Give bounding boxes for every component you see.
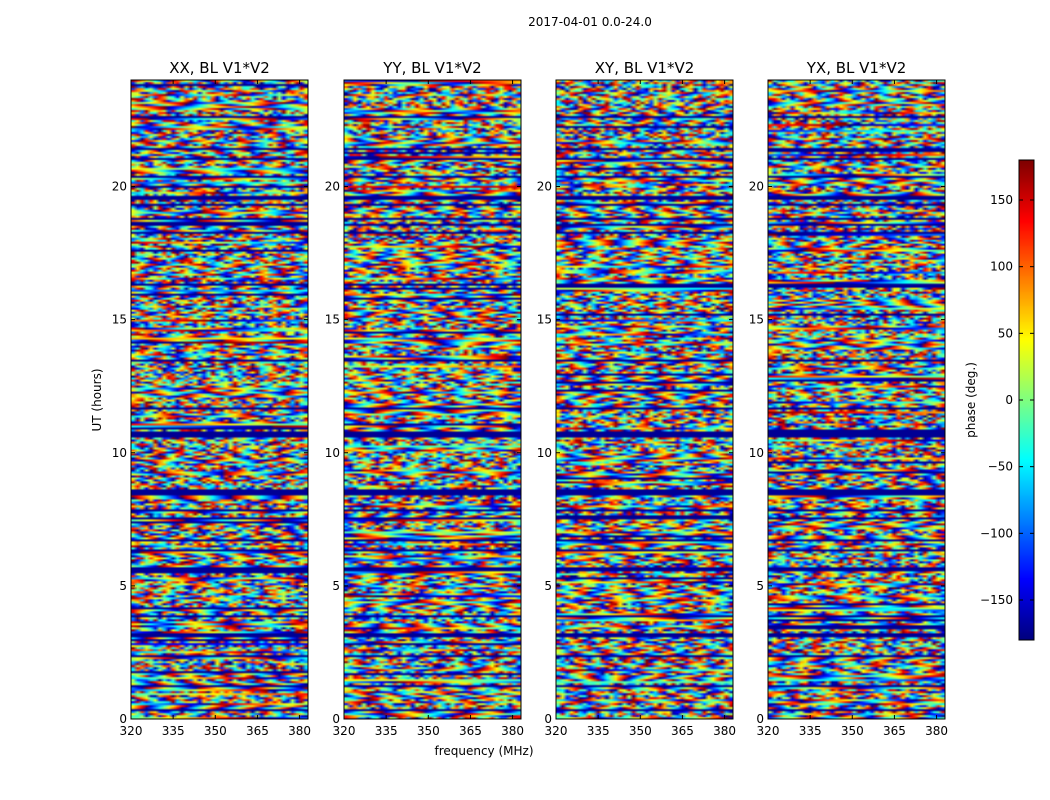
heatmap-panel-3: XY, BL V1*V2 320 335 350 365 380 0 5 10 15 20 xyxy=(537,59,736,738)
heatmap-panel-2: YY, BL V1*V2 320 335 350 365 380 0 5 10 15 20 xyxy=(325,59,524,738)
heatmap-panel-4: YX, BL V1*V2 320 335 350 365 380 0 5 10 15 20 xyxy=(749,59,948,738)
x-tick-label: 380 xyxy=(501,724,524,738)
x-tick-label: 350 xyxy=(841,724,864,738)
x-tick-label: 365 xyxy=(246,724,269,738)
y-tick-label: 5 xyxy=(544,579,552,593)
x-tick-label: 350 xyxy=(417,724,440,738)
colorbar-tick-label: −50 xyxy=(988,460,1013,474)
x-tick-label: 380 xyxy=(288,724,311,738)
phase-raster-2 xyxy=(344,80,521,719)
phase-raster-1 xyxy=(131,80,308,719)
heatmap-panel-1: XX, BL V1*V2 320 335 350 365 380 0 5 10 15 20 xyxy=(112,59,311,738)
y-tick-label: 15 xyxy=(112,313,127,327)
y-tick-label: 0 xyxy=(119,712,127,726)
x-tick-label: 335 xyxy=(375,724,398,738)
y-tick-label: 20 xyxy=(537,180,552,194)
axes-frame xyxy=(767,79,946,720)
y-tick-label: 10 xyxy=(112,446,127,460)
y-tick-label: 20 xyxy=(112,180,127,194)
colorbar-tick-label: 50 xyxy=(998,326,1013,340)
colorbar-tick-label: −150 xyxy=(980,593,1013,607)
y-tick-label: 5 xyxy=(756,579,764,593)
y-tick-label: 20 xyxy=(325,180,340,194)
colorbar-gradient xyxy=(1019,160,1034,640)
x-tick-label: 320 xyxy=(120,724,143,738)
x-tick-label: 380 xyxy=(713,724,736,738)
axes-frame xyxy=(555,79,734,720)
colorbar-tick-label: 100 xyxy=(990,260,1013,274)
y-tick-label: 0 xyxy=(544,712,552,726)
y-tick-label: 10 xyxy=(537,446,552,460)
y-tick-label: 5 xyxy=(332,579,340,593)
y-tick-label: 10 xyxy=(325,446,340,460)
x-tick-label: 365 xyxy=(671,724,694,738)
colorbar-tick-label: 150 xyxy=(990,193,1013,207)
colorbar-tick-label: 0 xyxy=(1005,393,1013,407)
figure-suptitle: 2017-04-01 0.0-24.0 xyxy=(528,15,652,29)
y-tick-label: 15 xyxy=(325,313,340,327)
panel-title: YX, BL V1*V2 xyxy=(806,59,907,77)
x-tick-label: 350 xyxy=(204,724,227,738)
x-tick-label: 365 xyxy=(883,724,906,738)
x-tick-label: 335 xyxy=(162,724,185,738)
panel-title: XY, BL V1*V2 xyxy=(595,59,695,77)
x-tick-label: 350 xyxy=(629,724,652,738)
y-tick-label: 0 xyxy=(756,712,764,726)
x-tick-label: 335 xyxy=(799,724,822,738)
colorbar-label: phase (deg.) xyxy=(964,362,978,438)
y-tick-label: 0 xyxy=(332,712,340,726)
phase-raster-3 xyxy=(556,80,733,719)
panel-title: YY, BL V1*V2 xyxy=(382,59,481,77)
colorbar-tick-label: −100 xyxy=(980,526,1013,540)
y-axis-label: UT (hours) xyxy=(90,368,104,431)
x-tick-label: 320 xyxy=(333,724,356,738)
y-tick-label: 15 xyxy=(749,313,764,327)
colorbar: 150 100 50 0 −50 −100 −150 xyxy=(980,159,1035,641)
x-tick-label: 380 xyxy=(925,724,948,738)
y-tick-label: 20 xyxy=(749,180,764,194)
x-axis-label: frequency (MHz) xyxy=(434,744,533,758)
x-tick-label: 320 xyxy=(757,724,780,738)
axes-frame xyxy=(343,79,522,720)
x-tick-label: 320 xyxy=(545,724,568,738)
y-tick-label: 15 xyxy=(537,313,552,327)
phase-raster-4 xyxy=(768,80,945,719)
y-tick-label: 5 xyxy=(119,579,127,593)
x-tick-label: 365 xyxy=(459,724,482,738)
panel-title: XX, BL V1*V2 xyxy=(169,59,270,77)
axes-frame xyxy=(130,79,309,720)
y-tick-label: 10 xyxy=(749,446,764,460)
x-tick-label: 335 xyxy=(587,724,610,738)
